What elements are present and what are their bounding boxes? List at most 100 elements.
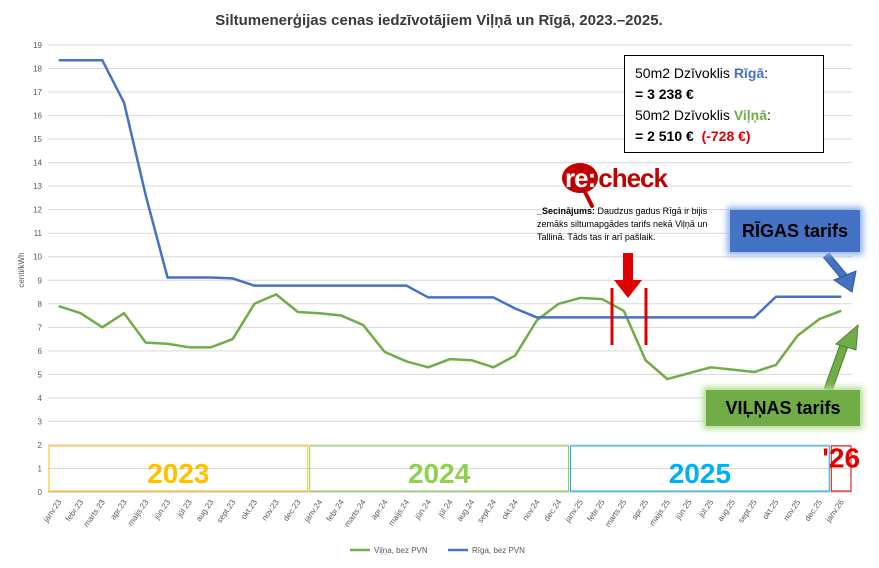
point-0-30	[710, 366, 712, 368]
point-1-9	[253, 285, 255, 287]
point-0-8	[232, 338, 234, 340]
y-tick-10: 10	[33, 253, 42, 262]
y-tick-9: 9	[38, 276, 43, 285]
y-tick-5: 5	[38, 370, 43, 379]
point-1-25	[601, 316, 603, 318]
y-tick-14: 14	[33, 159, 42, 168]
y-tick-17: 17	[33, 88, 42, 97]
point-0-9	[253, 303, 255, 305]
point-0-19	[471, 359, 473, 361]
riga-tariff-badge: RĪGAS tarifs	[730, 210, 860, 252]
x-tick-5: jūn.23	[152, 498, 173, 522]
point-0-23	[558, 303, 560, 305]
note-text: Daudzus gadus Rīgā ir bijis zemāks siltu…	[537, 206, 708, 242]
point-0-24	[579, 297, 581, 299]
blue-arrow-fill	[823, 253, 849, 281]
point-1-23	[558, 316, 560, 318]
info-line-3-prefix: 50m2 Dzīvoklis	[635, 107, 734, 123]
year-band-1	[309, 445, 570, 492]
x-tick-17: jūn.24	[412, 498, 433, 522]
point-0-35	[818, 318, 820, 320]
y-tick-0: 0	[38, 488, 43, 497]
x-tick-7: aug.23	[194, 498, 216, 524]
point-0-1	[80, 312, 82, 314]
x-tick-11: dec.23	[281, 498, 302, 523]
point-0-11	[297, 311, 299, 313]
y-tick-8: 8	[38, 300, 43, 309]
logo-check: check	[598, 163, 668, 193]
info-city-vilna: Viļņā	[733, 107, 768, 123]
point-1-19	[471, 296, 473, 298]
point-0-13	[340, 315, 342, 317]
y-tick-2: 2	[38, 441, 43, 450]
x-tick-25: febr.25	[585, 498, 607, 524]
chart-title: Siltumenerģijas cenas iedzīvotājiem Viļņ…	[215, 12, 662, 29]
point-0-14	[362, 324, 364, 326]
point-0-16	[406, 360, 408, 362]
point-0-10	[275, 293, 277, 295]
y-tick-13: 13	[33, 182, 42, 191]
point-1-26	[623, 316, 625, 318]
year-label-2: 2025	[669, 458, 731, 489]
info-line-1-suffix: :	[764, 65, 769, 81]
conclusion-note: _Secinājums: Daudzus gadus Rīgā ir bijis…	[537, 205, 715, 244]
x-tick-3: apr.23	[109, 498, 129, 522]
point-0-27	[645, 359, 647, 361]
point-1-3	[123, 102, 125, 104]
y-tick-16: 16	[33, 112, 42, 121]
series-line-0	[58, 293, 842, 381]
x-tick-2: marts.23	[82, 498, 108, 529]
blue-arrow-head	[832, 270, 857, 293]
x-tick-21: okt.24	[500, 498, 520, 521]
y-tick-19: 19	[33, 41, 42, 50]
price-info-box: 50m2 Dzīvoklis Rīgā: = 3 238 € 50m2 Dzīv…	[624, 55, 824, 153]
point-1-12	[319, 285, 321, 287]
x-tick-34: nov.25	[781, 498, 802, 523]
point-0-0	[58, 305, 60, 307]
x-tick-6: jūl.23	[175, 498, 194, 520]
x-tick-32: sept.25	[736, 498, 759, 525]
x-tick-22: nov.24	[521, 498, 542, 523]
point-0-34	[797, 335, 799, 337]
point-0-15	[384, 351, 386, 353]
point-1-8	[232, 277, 234, 279]
point-1-16	[406, 285, 408, 287]
point-1-20	[492, 296, 494, 298]
point-1-1	[80, 59, 82, 61]
x-tick-0: janv.23	[41, 498, 64, 525]
point-0-2	[101, 326, 103, 328]
y-tick-15: 15	[33, 135, 42, 144]
year-band-2	[570, 445, 830, 492]
info-vilna-price: = 2 510 €	[635, 128, 694, 144]
point-1-33	[775, 296, 777, 298]
point-0-4	[145, 342, 147, 344]
point-1-35	[818, 296, 820, 298]
recheck-logo: re: check	[562, 160, 692, 208]
info-city-riga: Rīgā	[733, 65, 765, 81]
y-tick-3: 3	[38, 417, 43, 426]
x-tick-15: apr.24	[369, 498, 389, 522]
x-tick-14: marts.24	[342, 498, 368, 529]
point-0-5	[167, 343, 169, 345]
point-0-25	[601, 298, 603, 300]
x-tick-12: janv.24	[302, 498, 325, 525]
y-axis-title: centi/kWh	[17, 252, 26, 287]
point-1-31	[731, 316, 733, 318]
point-0-29	[688, 372, 690, 374]
point-1-2	[101, 59, 103, 61]
x-tick-19: aug.24	[455, 498, 477, 524]
point-0-20	[492, 366, 494, 368]
red-arrow-head	[614, 280, 642, 298]
y-tick-1: 1	[38, 464, 43, 473]
x-tick-18: jūl.24	[436, 498, 455, 520]
y-tick-7: 7	[38, 323, 43, 332]
green-arrow-head	[834, 323, 859, 351]
x-tick-1: febr.23	[64, 498, 86, 524]
y-tick-18: 18	[33, 65, 42, 74]
point-1-17	[427, 296, 429, 298]
x-tick-36: janv.26	[823, 498, 846, 525]
point-1-6	[188, 276, 190, 278]
point-0-26	[623, 310, 625, 312]
x-tick-23: dec.24	[542, 498, 563, 523]
